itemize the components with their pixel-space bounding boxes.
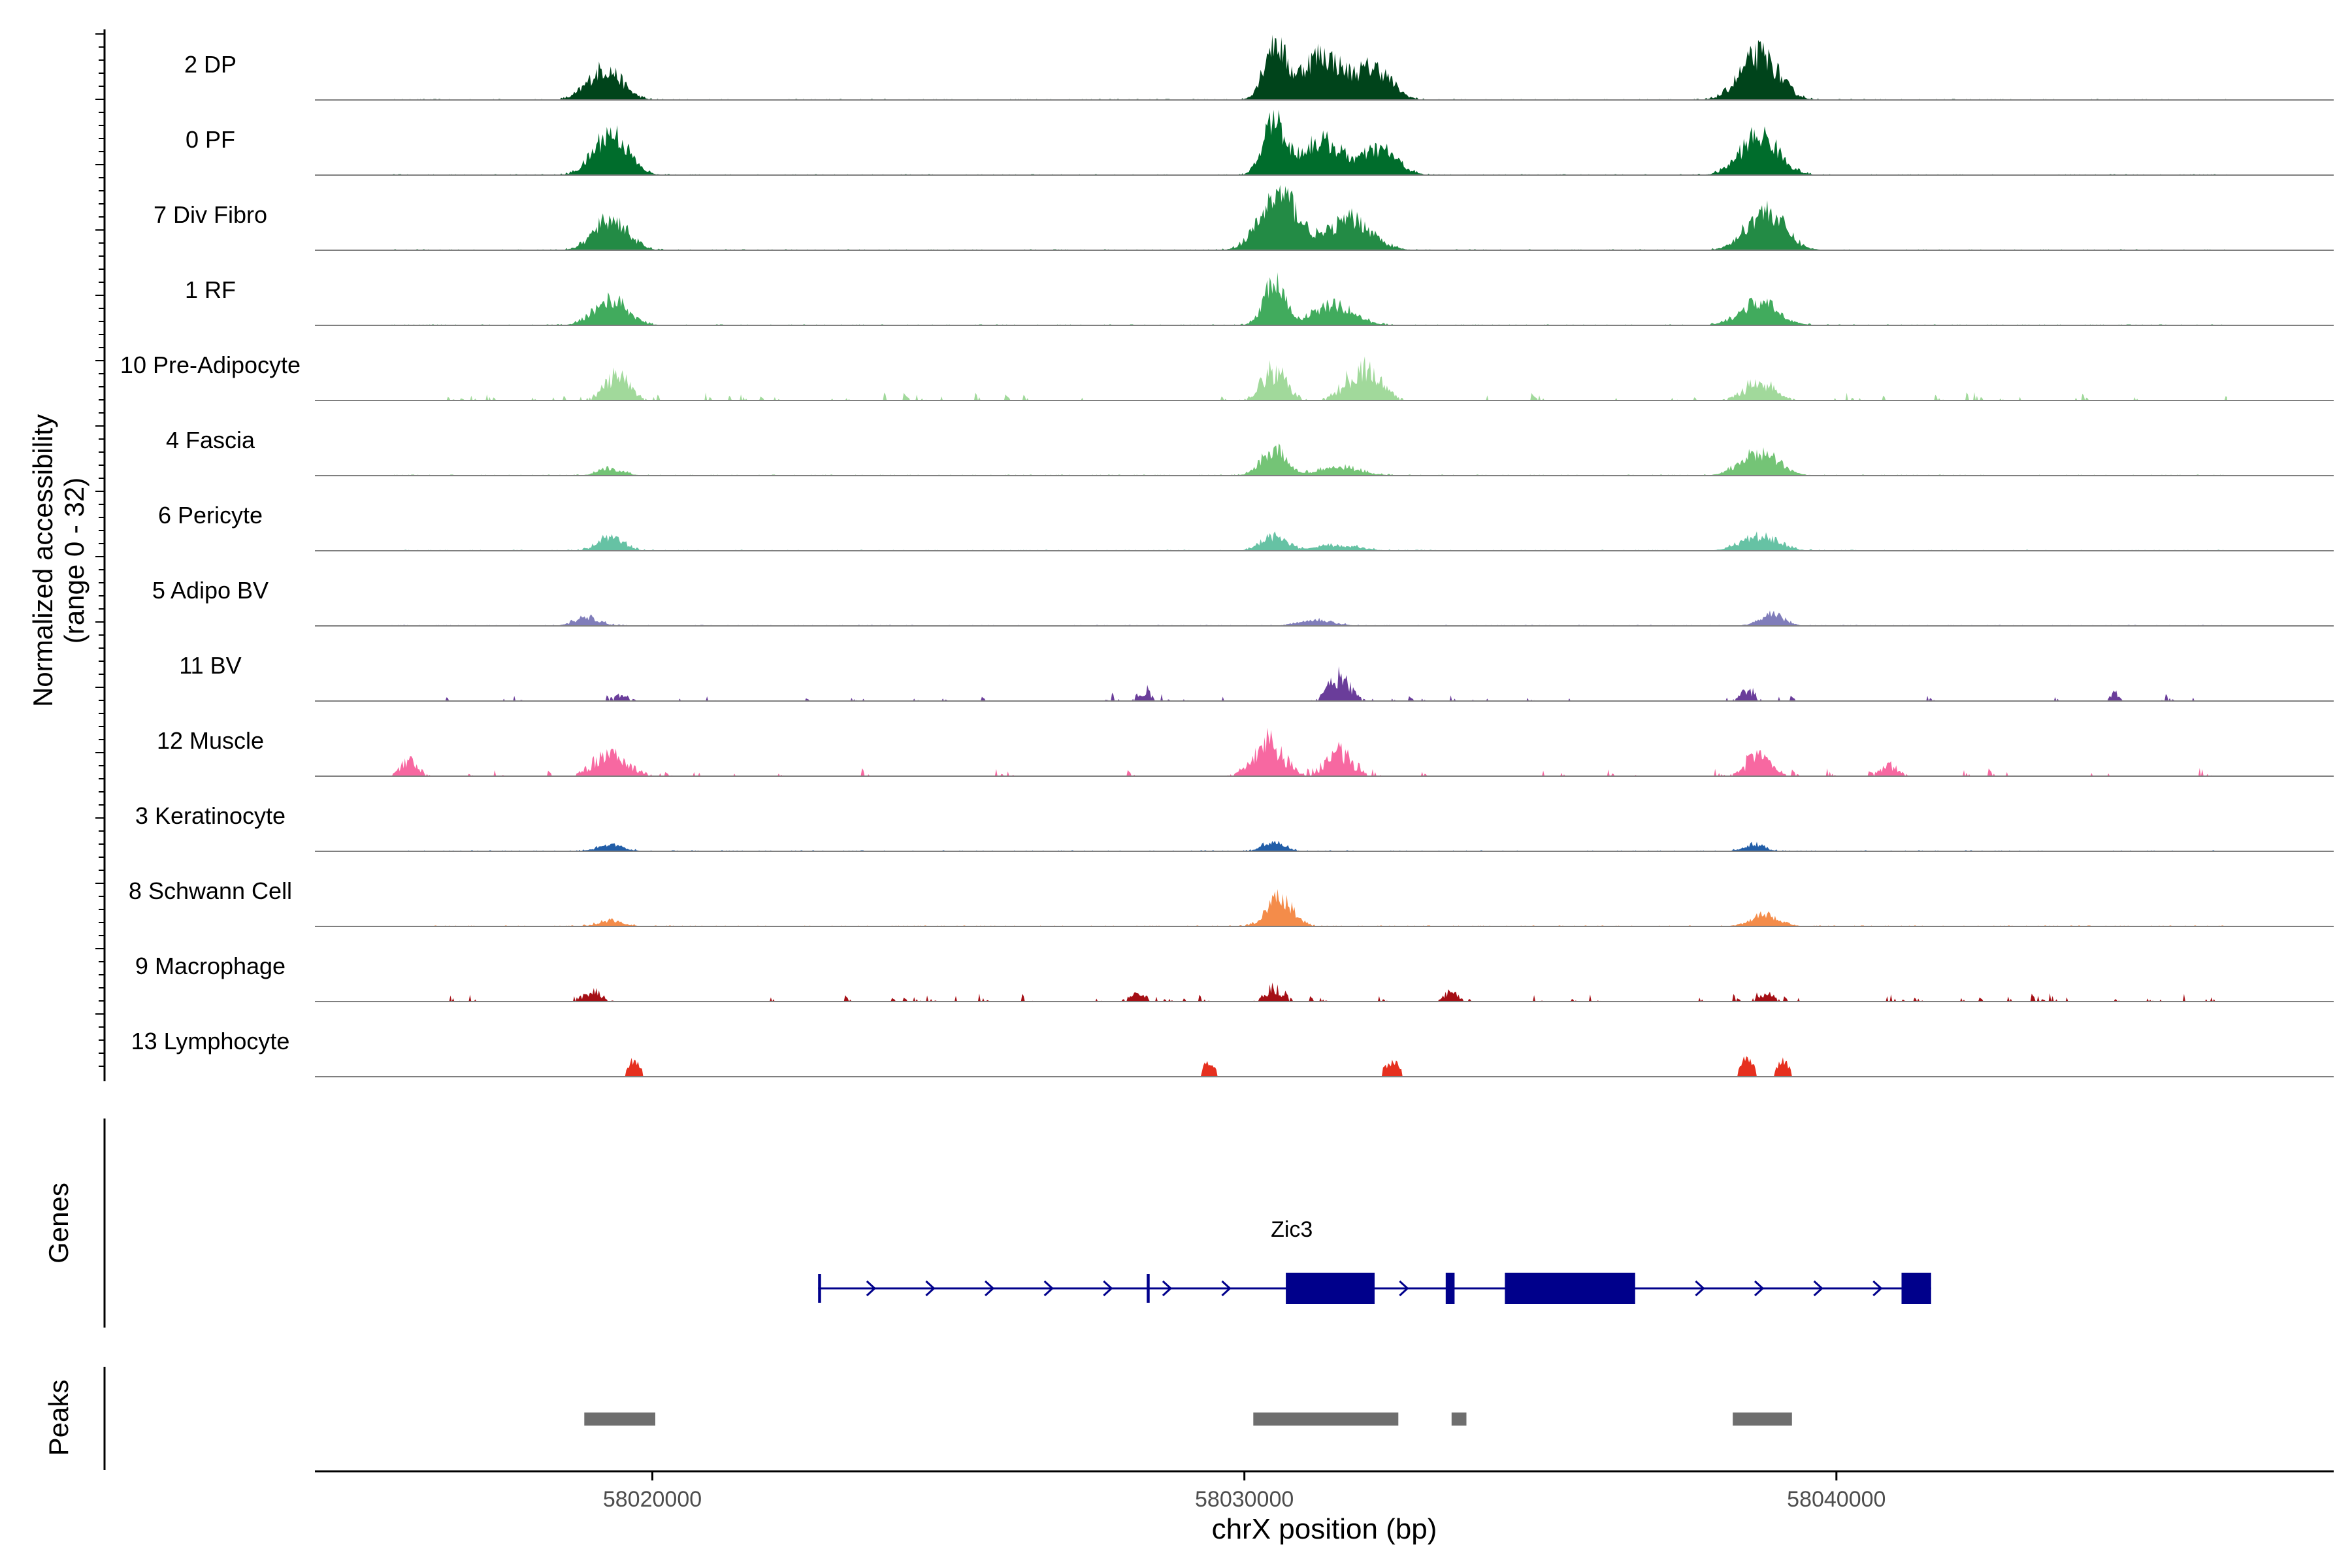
coverage-tracks: 2 DP 0 PF 7 Div Fibro 1 RF 10 Pre-Adipocyte 4…: [120, 35, 2334, 1077]
strand-arrow: [1399, 1280, 1409, 1297]
x-tick-label: 58020000: [603, 1487, 702, 1512]
strand-arrow: [1695, 1280, 1705, 1297]
track-label: 12 Muscle: [157, 727, 264, 754]
peak-region: [584, 1413, 655, 1426]
coverage-track: 12 Muscle: [157, 727, 2334, 777]
peak-region: [1253, 1413, 1399, 1426]
coverage-area: [391, 35, 2227, 100]
coverage-track: 11 BV: [179, 652, 2334, 702]
track-label: 7 Div Fibro: [154, 201, 267, 228]
coverage-ylabel-line1: Normalized accessibility: [27, 414, 58, 707]
strand-arrow: [1221, 1280, 1232, 1297]
coverage-area: [391, 185, 2227, 250]
coverage-area: [391, 610, 2227, 626]
coverage-track: 9 Macrophage: [135, 953, 2334, 1002]
gene-exon: [1286, 1273, 1375, 1304]
coverage-track: 7 Div Fibro: [154, 185, 2334, 251]
coverage-track: 6 Pericyte: [158, 502, 2334, 551]
x-tick-label: 58030000: [1195, 1487, 1294, 1512]
strand-arrow: [866, 1280, 877, 1297]
coverage-track: 3 Keratinocyte: [135, 802, 2334, 852]
gene-exon: [818, 1274, 821, 1303]
track-label: 6 Pericyte: [158, 502, 263, 529]
strand-arrow: [1043, 1280, 1054, 1297]
coverage-track: 4 Fascia: [166, 427, 2334, 476]
strand-arrow: [1813, 1280, 1823, 1297]
x-axis-label: chrX position (bp): [1212, 1513, 1437, 1545]
gene-exon: [1901, 1273, 1931, 1304]
track-label: 1 RF: [185, 276, 236, 303]
gene-annotations: Zic3: [818, 1217, 1931, 1304]
coverage-area: [391, 356, 2227, 400]
coverage-track: 10 Pre-Adipocyte: [120, 351, 2334, 401]
coverage-area: [391, 727, 2227, 776]
coverage-track: 2 DP: [184, 35, 2334, 101]
coverage-track: 8 Schwann Cell: [129, 877, 2334, 927]
track-label: 5 Adipo BV: [152, 577, 269, 604]
strand-arrow: [985, 1280, 995, 1297]
x-tick-label: 58040000: [1787, 1487, 1886, 1512]
track-label: 3 Keratinocyte: [135, 802, 286, 829]
coverage-track: 5 Adipo BV: [152, 577, 2334, 627]
strand-arrow: [1103, 1280, 1113, 1297]
coverage-area: [391, 840, 2227, 851]
track-label: 9 Macrophage: [135, 953, 286, 979]
strand-arrow: [1162, 1280, 1173, 1297]
coverage-area: [391, 110, 2227, 175]
peaks-panel-label: Peaks: [43, 1380, 74, 1456]
genes-panel-label: Genes: [43, 1183, 74, 1264]
coverage-track: 0 PF: [186, 110, 2334, 176]
coverage-area: [391, 443, 2227, 476]
strand-arrow: [1754, 1280, 1765, 1297]
track-label: 4 Fascia: [166, 427, 255, 453]
coverage-ylabel-line2: (range 0 - 32): [59, 478, 90, 644]
gene-exon: [1505, 1273, 1635, 1304]
coverage-track: 13 Lymphocyte: [131, 1028, 2334, 1077]
coverage-track: 1 RF: [185, 272, 2334, 326]
track-label: 13 Lymphocyte: [131, 1028, 290, 1054]
gene-exon: [1445, 1273, 1455, 1304]
gene-model: Zic3: [818, 1217, 1931, 1304]
gene-exon: [1147, 1274, 1150, 1303]
strand-arrow: [1872, 1280, 1883, 1297]
coverage-area: [391, 531, 2227, 551]
coverage-area: [391, 272, 2227, 325]
track-label: 2 DP: [184, 51, 237, 78]
peak-regions: [584, 1413, 1792, 1426]
track-label: 11 BV: [179, 652, 241, 679]
coverage-area: [391, 889, 2227, 926]
peak-region: [1451, 1413, 1467, 1426]
track-label: 10 Pre-Adipocyte: [120, 351, 301, 378]
coverage-y-ticks: [95, 33, 105, 1067]
gene-name: Zic3: [1271, 1217, 1313, 1242]
track-label: 8 Schwann Cell: [129, 877, 292, 904]
peak-region: [1733, 1413, 1792, 1426]
strand-arrow: [925, 1280, 936, 1297]
x-axis-ticks: 58020000 58030000 58040000: [603, 1471, 1886, 1512]
coverage-area: [391, 982, 2227, 1002]
track-label: 0 PF: [186, 126, 235, 153]
